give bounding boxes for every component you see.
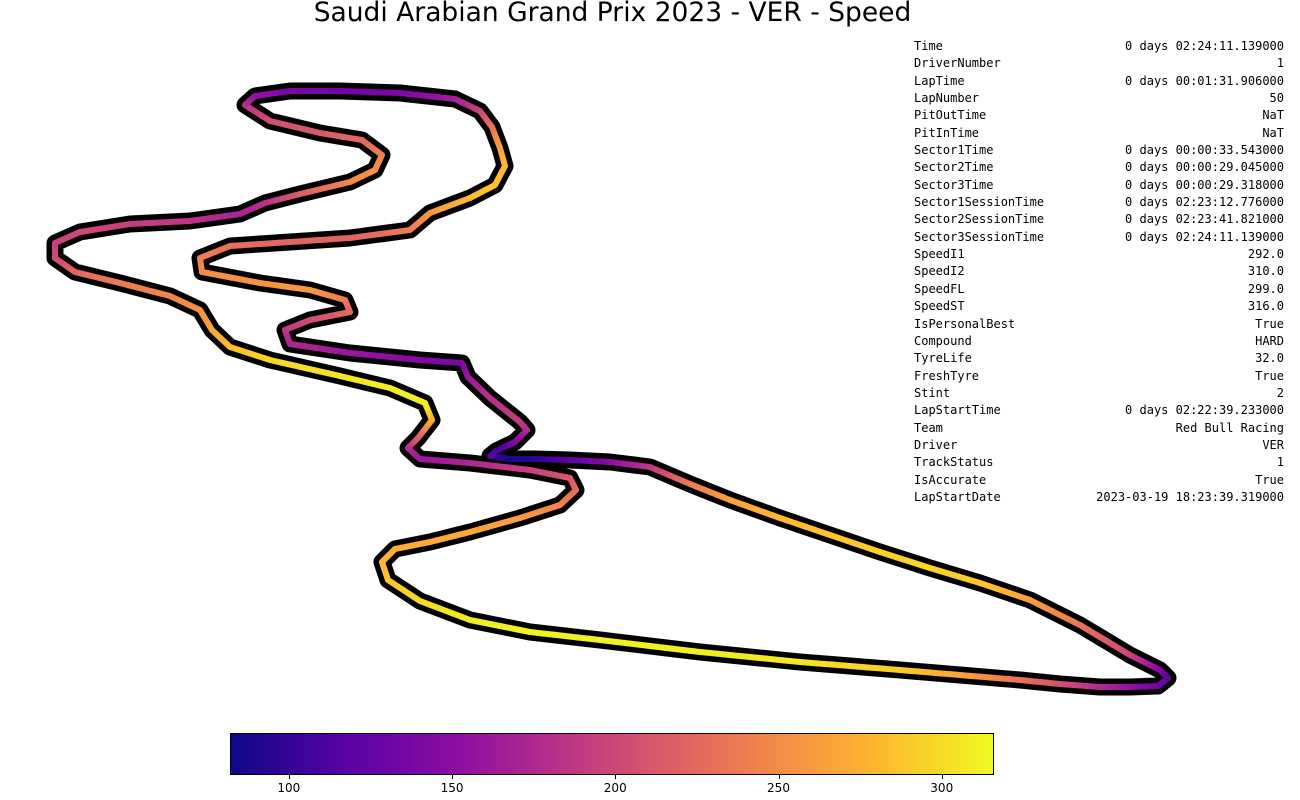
- info-value: 2023-03-19 18:23:39.319000: [1096, 489, 1284, 504]
- info-key: Sector3SessionTime: [914, 229, 1045, 244]
- info-value: 0 days 02:24:11.139000: [1125, 229, 1284, 244]
- info-key: IsAccurate: [914, 472, 987, 487]
- info-row: LapNumber 50: [914, 90, 1284, 107]
- info-key: LapTime: [914, 73, 965, 88]
- info-value: 0 days 02:22:39.233000: [1125, 403, 1284, 418]
- colorbar-tick-mark: [288, 775, 290, 779]
- info-row: LapTime 0 days 00:01:31.906000: [914, 73, 1284, 90]
- info-key: DriverNumber: [914, 56, 1001, 71]
- track-speed-segments: [52, 88, 1171, 690]
- info-row: FreshTyre True: [914, 368, 1284, 385]
- info-value: 310.0: [1247, 264, 1284, 279]
- info-row: SpeedI2 310.0: [914, 263, 1284, 280]
- info-value: 2: [1276, 385, 1284, 400]
- info-value: 292.0: [1247, 247, 1284, 262]
- info-key: Sector1SessionTime: [914, 195, 1045, 210]
- info-value: True: [1255, 368, 1284, 383]
- info-key: TyreLife: [914, 351, 972, 366]
- info-key: FreshTyre: [914, 368, 980, 383]
- info-row: Time 0 days 02:24:11.139000: [914, 38, 1284, 55]
- info-row: Stint 2: [914, 385, 1284, 402]
- colorbar-tick-label: 300: [930, 781, 954, 795]
- info-row: Sector1SessionTime 0 days 02:23:12.776000: [914, 194, 1284, 211]
- info-row: Sector3SessionTime 0 days 02:24:11.139000: [914, 229, 1284, 246]
- info-key: Sector3Time: [914, 177, 994, 192]
- speed-colorbar: [230, 733, 994, 775]
- info-key: Time: [914, 39, 943, 53]
- info-key: LapStartDate: [914, 489, 1001, 504]
- colorbar-tick-mark: [778, 775, 780, 779]
- info-row: PitOutTime NaT: [914, 107, 1284, 124]
- info-row: SpeedFL 299.0: [914, 281, 1284, 298]
- info-value: HARD: [1255, 333, 1284, 348]
- colorbar-tick-label: 200: [603, 781, 627, 795]
- info-row: IsAccurate True: [914, 472, 1284, 489]
- info-value: VER: [1262, 437, 1284, 452]
- info-row: Sector2SessionTime 0 days 02:23:41.821000: [914, 211, 1284, 228]
- info-value: 32.0: [1255, 351, 1284, 366]
- info-value: 50: [1269, 91, 1284, 106]
- info-key: PitOutTime: [914, 108, 987, 123]
- chart-title: Saudi Arabian Grand Prix 2023 - VER - Sp…: [313, 0, 912, 28]
- info-value: 0 days 02:24:11.139000: [1125, 39, 1284, 53]
- info-key: SpeedI2: [914, 264, 965, 279]
- info-value: True: [1255, 316, 1284, 331]
- info-key: LapNumber: [914, 91, 980, 106]
- info-value: 1: [1276, 455, 1284, 470]
- info-value: 0 days 02:23:12.776000: [1125, 195, 1284, 210]
- info-key: LapStartTime: [914, 403, 1001, 418]
- info-row: Driver VER: [914, 437, 1284, 454]
- info-key: Sector1Time: [914, 143, 994, 158]
- speed-segment: [487, 452, 494, 459]
- info-row: Compound HARD: [914, 333, 1284, 350]
- info-row: DriverNumber 1: [914, 55, 1284, 72]
- colorbar-tick-label: 250: [767, 781, 790, 795]
- info-key: SpeedST: [914, 299, 965, 314]
- info-row: LapStartDate 2023-03-19 18:23:39.319000: [914, 489, 1284, 506]
- info-row: Sector3Time 0 days 00:00:29.318000: [914, 177, 1284, 194]
- info-value: 1: [1276, 56, 1284, 71]
- info-key: IsPersonalBest: [914, 316, 1016, 331]
- colorbar-tick-mark: [452, 775, 454, 779]
- colorbar-tick-label: 100: [277, 781, 301, 795]
- info-key: Team: [914, 420, 943, 435]
- info-key: Driver: [914, 437, 958, 452]
- colorbar-tick-mark: [615, 775, 617, 779]
- info-row: LapStartTime 0 days 02:22:39.233000: [914, 402, 1284, 419]
- info-value: 0 days 00:00:29.045000: [1125, 160, 1284, 175]
- info-row: SpeedST 316.0: [914, 298, 1284, 315]
- info-value: 299.0: [1247, 281, 1284, 296]
- info-value: NaT: [1262, 108, 1284, 123]
- info-key: Stint: [914, 385, 951, 400]
- lap-info-table: Time 0 days 02:24:11.139000 DriverNumber 1 L…: [914, 38, 1284, 506]
- colorbar-axis: 100 150 200 250 300: [0, 775, 1300, 800]
- info-value: 0 days 00:01:31.906000: [1125, 73, 1284, 88]
- info-row: PitInTime NaT: [914, 125, 1284, 142]
- info-key: Sector2Time: [914, 160, 994, 175]
- info-value: 0 days 00:00:29.318000: [1125, 177, 1284, 192]
- info-row: TrackStatus 1: [914, 454, 1284, 471]
- info-row: SpeedI1 292.0: [914, 246, 1284, 263]
- info-row: Team Red Bull Racing: [914, 420, 1284, 437]
- info-row: IsPersonalBest True: [914, 316, 1284, 333]
- info-key: Compound: [914, 333, 972, 348]
- info-value: 0 days 00:00:33.543000: [1125, 143, 1284, 158]
- colorbar-tick-label: 150: [440, 781, 464, 795]
- info-row: Sector2Time 0 days 00:00:29.045000: [914, 159, 1284, 176]
- info-value: Red Bull Racing: [1175, 420, 1284, 435]
- info-key: Sector2SessionTime: [914, 212, 1045, 227]
- info-row: Sector1Time 0 days 00:00:33.543000: [914, 142, 1284, 159]
- colorbar-tick-mark: [941, 775, 943, 779]
- info-row: TyreLife 32.0: [914, 350, 1284, 367]
- info-key: SpeedFL: [914, 281, 965, 296]
- info-value: NaT: [1262, 125, 1284, 140]
- info-key: TrackStatus: [914, 455, 994, 470]
- info-value: 0 days 02:23:41.821000: [1125, 212, 1284, 227]
- info-key: PitInTime: [914, 125, 980, 140]
- info-value: True: [1255, 472, 1284, 487]
- info-key: SpeedI1: [914, 247, 965, 262]
- info-value: 316.0: [1247, 299, 1284, 314]
